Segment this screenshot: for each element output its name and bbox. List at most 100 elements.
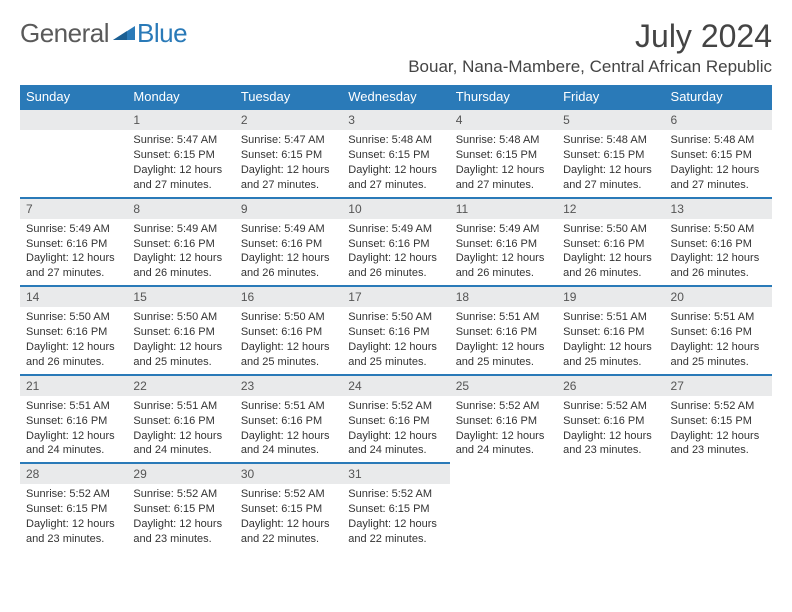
daylight-line: Daylight: 12 hours and 27 minutes. bbox=[348, 163, 443, 193]
day-number: 31 bbox=[342, 462, 449, 484]
day-header: Monday bbox=[127, 85, 234, 108]
sunset-line: Sunset: 6:16 PM bbox=[133, 414, 228, 429]
day-body: Sunrise: 5:51 AMSunset: 6:16 PMDaylight:… bbox=[20, 396, 127, 462]
day-number: 13 bbox=[665, 197, 772, 219]
daylight-line: Daylight: 12 hours and 23 minutes. bbox=[26, 517, 121, 547]
calendar-cell: 3Sunrise: 5:48 AMSunset: 6:15 PMDaylight… bbox=[342, 108, 449, 197]
day-number: 26 bbox=[557, 374, 664, 396]
day-number: 23 bbox=[235, 374, 342, 396]
day-header: Sunday bbox=[20, 85, 127, 108]
daylight-line: Daylight: 12 hours and 26 minutes. bbox=[671, 251, 766, 281]
day-number: 24 bbox=[342, 374, 449, 396]
day-number: 16 bbox=[235, 285, 342, 307]
calendar-cell: 31Sunrise: 5:52 AMSunset: 6:15 PMDayligh… bbox=[342, 462, 449, 551]
day-body: Sunrise: 5:49 AMSunset: 6:16 PMDaylight:… bbox=[127, 219, 234, 285]
daylight-line: Daylight: 12 hours and 25 minutes. bbox=[133, 340, 228, 370]
sunrise-line: Sunrise: 5:52 AM bbox=[241, 487, 336, 502]
day-body: Sunrise: 5:52 AMSunset: 6:16 PMDaylight:… bbox=[450, 396, 557, 462]
sunset-line: Sunset: 6:16 PM bbox=[26, 414, 121, 429]
sunset-line: Sunset: 6:15 PM bbox=[26, 502, 121, 517]
day-body: Sunrise: 5:50 AMSunset: 6:16 PMDaylight:… bbox=[342, 307, 449, 373]
sunset-line: Sunset: 6:16 PM bbox=[456, 325, 551, 340]
day-number-empty bbox=[20, 108, 127, 130]
sunset-line: Sunset: 6:16 PM bbox=[563, 414, 658, 429]
sunset-line: Sunset: 6:15 PM bbox=[456, 148, 551, 163]
sunrise-line: Sunrise: 5:48 AM bbox=[671, 133, 766, 148]
day-body: Sunrise: 5:49 AMSunset: 6:16 PMDaylight:… bbox=[342, 219, 449, 285]
calendar-cell: 14Sunrise: 5:50 AMSunset: 6:16 PMDayligh… bbox=[20, 285, 127, 374]
day-number: 22 bbox=[127, 374, 234, 396]
sunrise-line: Sunrise: 5:49 AM bbox=[26, 222, 121, 237]
sunset-line: Sunset: 6:16 PM bbox=[348, 237, 443, 252]
sunrise-line: Sunrise: 5:51 AM bbox=[456, 310, 551, 325]
sunrise-line: Sunrise: 5:52 AM bbox=[563, 399, 658, 414]
day-body: Sunrise: 5:49 AMSunset: 6:16 PMDaylight:… bbox=[450, 219, 557, 285]
logo-triangle-icon bbox=[113, 22, 135, 45]
day-body: Sunrise: 5:50 AMSunset: 6:16 PMDaylight:… bbox=[20, 307, 127, 373]
calendar-row: 28Sunrise: 5:52 AMSunset: 6:15 PMDayligh… bbox=[20, 462, 772, 551]
sunrise-line: Sunrise: 5:49 AM bbox=[348, 222, 443, 237]
calendar-cell: 12Sunrise: 5:50 AMSunset: 6:16 PMDayligh… bbox=[557, 197, 664, 286]
sunrise-line: Sunrise: 5:52 AM bbox=[26, 487, 121, 502]
daylight-line: Daylight: 12 hours and 24 minutes. bbox=[348, 429, 443, 459]
calendar-cell: 11Sunrise: 5:49 AMSunset: 6:16 PMDayligh… bbox=[450, 197, 557, 286]
calendar-cell: 17Sunrise: 5:50 AMSunset: 6:16 PMDayligh… bbox=[342, 285, 449, 374]
day-number: 20 bbox=[665, 285, 772, 307]
calendar-row: 7Sunrise: 5:49 AMSunset: 6:16 PMDaylight… bbox=[20, 197, 772, 286]
calendar-cell bbox=[557, 462, 664, 551]
sunrise-line: Sunrise: 5:52 AM bbox=[133, 487, 228, 502]
sunset-line: Sunset: 6:15 PM bbox=[241, 148, 336, 163]
daylight-line: Daylight: 12 hours and 26 minutes. bbox=[241, 251, 336, 281]
sunset-line: Sunset: 6:16 PM bbox=[133, 237, 228, 252]
sunset-line: Sunset: 6:15 PM bbox=[241, 502, 336, 517]
calendar-cell: 13Sunrise: 5:50 AMSunset: 6:16 PMDayligh… bbox=[665, 197, 772, 286]
day-number: 12 bbox=[557, 197, 664, 219]
calendar-table: SundayMondayTuesdayWednesdayThursdayFrid… bbox=[20, 85, 772, 551]
sunrise-line: Sunrise: 5:52 AM bbox=[348, 487, 443, 502]
calendar-cell: 8Sunrise: 5:49 AMSunset: 6:16 PMDaylight… bbox=[127, 197, 234, 286]
daylight-line: Daylight: 12 hours and 25 minutes. bbox=[241, 340, 336, 370]
calendar-cell: 6Sunrise: 5:48 AMSunset: 6:15 PMDaylight… bbox=[665, 108, 772, 197]
day-body: Sunrise: 5:48 AMSunset: 6:15 PMDaylight:… bbox=[450, 130, 557, 196]
sunset-line: Sunset: 6:16 PM bbox=[348, 325, 443, 340]
daylight-line: Daylight: 12 hours and 22 minutes. bbox=[348, 517, 443, 547]
daylight-line: Daylight: 12 hours and 27 minutes. bbox=[133, 163, 228, 193]
sunrise-line: Sunrise: 5:50 AM bbox=[133, 310, 228, 325]
sunrise-line: Sunrise: 5:50 AM bbox=[563, 222, 658, 237]
calendar-cell: 21Sunrise: 5:51 AMSunset: 6:16 PMDayligh… bbox=[20, 374, 127, 463]
calendar-cell: 20Sunrise: 5:51 AMSunset: 6:16 PMDayligh… bbox=[665, 285, 772, 374]
sunset-line: Sunset: 6:15 PM bbox=[671, 148, 766, 163]
daylight-line: Daylight: 12 hours and 23 minutes. bbox=[563, 429, 658, 459]
day-body: Sunrise: 5:51 AMSunset: 6:16 PMDaylight:… bbox=[235, 396, 342, 462]
sunset-line: Sunset: 6:16 PM bbox=[26, 325, 121, 340]
day-number: 28 bbox=[20, 462, 127, 484]
sunset-line: Sunset: 6:15 PM bbox=[133, 502, 228, 517]
daylight-line: Daylight: 12 hours and 24 minutes. bbox=[241, 429, 336, 459]
sunset-line: Sunset: 6:16 PM bbox=[563, 325, 658, 340]
day-number: 27 bbox=[665, 374, 772, 396]
daylight-line: Daylight: 12 hours and 25 minutes. bbox=[348, 340, 443, 370]
day-body: Sunrise: 5:51 AMSunset: 6:16 PMDaylight:… bbox=[557, 307, 664, 373]
calendar-cell: 1Sunrise: 5:47 AMSunset: 6:15 PMDaylight… bbox=[127, 108, 234, 197]
sunrise-line: Sunrise: 5:51 AM bbox=[563, 310, 658, 325]
day-body: Sunrise: 5:52 AMSunset: 6:15 PMDaylight:… bbox=[342, 484, 449, 550]
day-number: 15 bbox=[127, 285, 234, 307]
day-body: Sunrise: 5:48 AMSunset: 6:15 PMDaylight:… bbox=[557, 130, 664, 196]
day-header: Friday bbox=[557, 85, 664, 108]
day-body: Sunrise: 5:52 AMSunset: 6:15 PMDaylight:… bbox=[665, 396, 772, 462]
sunset-line: Sunset: 6:15 PM bbox=[671, 414, 766, 429]
sunrise-line: Sunrise: 5:52 AM bbox=[671, 399, 766, 414]
calendar-cell: 24Sunrise: 5:52 AMSunset: 6:16 PMDayligh… bbox=[342, 374, 449, 463]
day-body: Sunrise: 5:50 AMSunset: 6:16 PMDaylight:… bbox=[665, 219, 772, 285]
calendar-cell bbox=[450, 462, 557, 551]
calendar-cell: 9Sunrise: 5:49 AMSunset: 6:16 PMDaylight… bbox=[235, 197, 342, 286]
day-body: Sunrise: 5:47 AMSunset: 6:15 PMDaylight:… bbox=[235, 130, 342, 196]
sunset-line: Sunset: 6:16 PM bbox=[26, 237, 121, 252]
day-body: Sunrise: 5:48 AMSunset: 6:15 PMDaylight:… bbox=[342, 130, 449, 196]
sunset-line: Sunset: 6:16 PM bbox=[671, 237, 766, 252]
day-number: 25 bbox=[450, 374, 557, 396]
calendar-row: 14Sunrise: 5:50 AMSunset: 6:16 PMDayligh… bbox=[20, 285, 772, 374]
day-number: 18 bbox=[450, 285, 557, 307]
calendar-cell: 23Sunrise: 5:51 AMSunset: 6:16 PMDayligh… bbox=[235, 374, 342, 463]
sunrise-line: Sunrise: 5:47 AM bbox=[133, 133, 228, 148]
